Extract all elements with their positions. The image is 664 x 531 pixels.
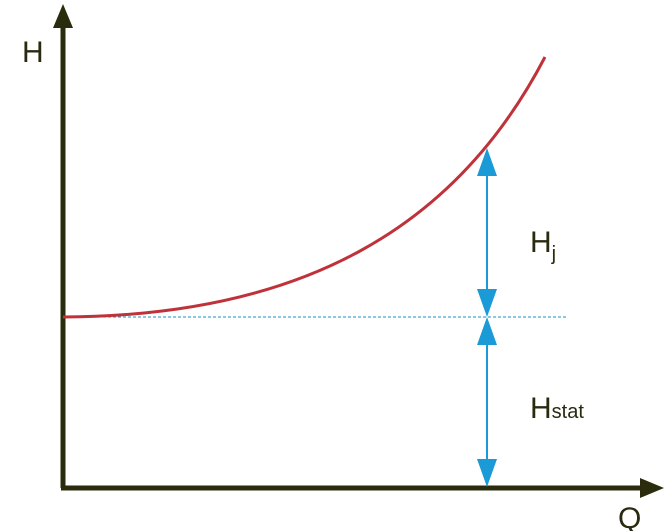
hstat-label: Hstat [530, 392, 584, 425]
hstat-symbol: H [530, 392, 552, 425]
hj-arrow-head-bottom [477, 289, 497, 317]
system-curve [62, 56, 547, 319]
x-axis-arrow [640, 478, 664, 498]
hstat-subscript: stat [552, 401, 585, 423]
y-axis-arrow [53, 4, 73, 28]
hj-label: Hj [530, 226, 556, 265]
hstat-arrow-head-top [477, 317, 497, 345]
x-axis-label: Q [618, 502, 641, 531]
hj-subscript: j [551, 243, 556, 265]
hstat-arrow-head-bottom [477, 459, 497, 487]
hj-symbol: H [530, 226, 552, 259]
y-axis-label: H [22, 36, 44, 69]
hj-arrow-head-top [477, 148, 497, 176]
